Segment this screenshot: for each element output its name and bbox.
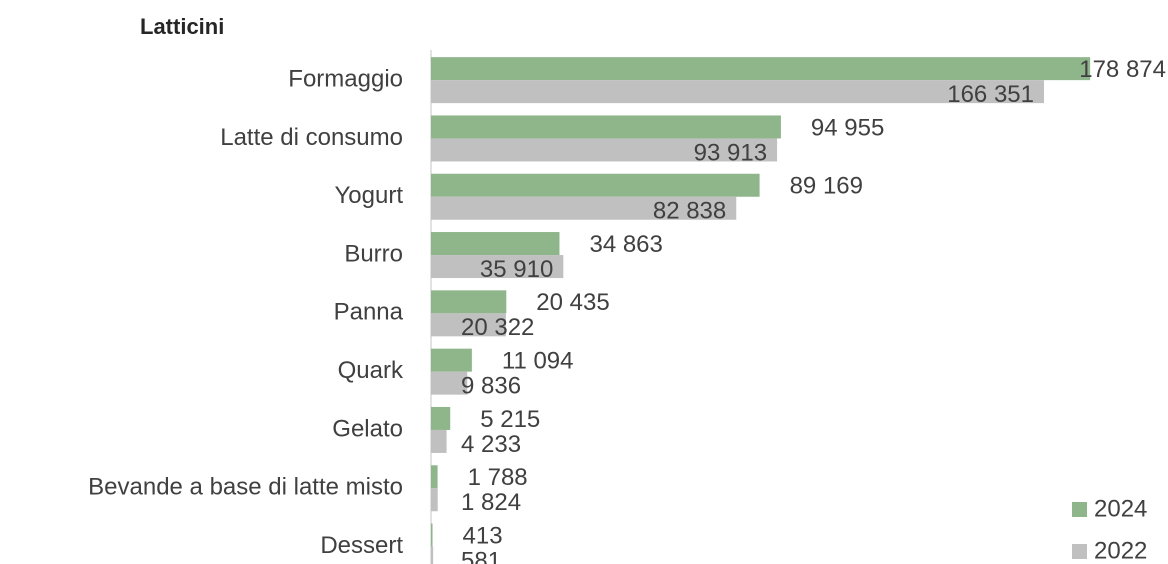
data-label: 35 910 (480, 256, 553, 283)
bar (431, 523, 433, 547)
data-label: 4 233 (461, 431, 521, 458)
bar (431, 313, 506, 337)
y-tick-label: Dessert (320, 532, 403, 559)
data-label: 34 863 (589, 231, 662, 258)
y-tick-label: Latte di consumo (220, 124, 403, 151)
y-tick-label: Panna (334, 299, 404, 326)
legend-label: 2024 (1094, 495, 1147, 522)
data-label: 82 838 (653, 198, 726, 225)
y-tick-label: Yogurt (334, 182, 403, 209)
bar (431, 465, 438, 489)
data-label: 94 955 (811, 114, 884, 141)
legend-swatch (1072, 544, 1087, 559)
bar (431, 429, 447, 453)
data-label: 413 (463, 522, 503, 549)
bar (431, 406, 451, 430)
bar (431, 348, 472, 372)
y-tick-label: Formaggio (288, 65, 403, 92)
data-label: 89 169 (790, 173, 863, 200)
data-label: 11 094 (502, 347, 574, 374)
bar (431, 290, 507, 314)
bar (431, 255, 564, 279)
data-label: 5 215 (480, 406, 540, 433)
data-label: 581 (461, 547, 501, 564)
data-label: 166 351 (947, 81, 1034, 108)
data-label: 20 322 (461, 314, 534, 341)
y-tick-label: Bevande a base di latte misto (88, 474, 403, 501)
y-tick-label: Burro (344, 240, 403, 267)
data-label: 178 874 (1079, 56, 1166, 83)
bar (431, 488, 438, 512)
data-label: 20 435 (536, 289, 609, 316)
legend-label: 2022 (1094, 537, 1147, 564)
data-label: 1 824 (461, 489, 521, 516)
data-label: 93 913 (694, 139, 767, 166)
bar (431, 196, 737, 220)
data-label: 1 788 (468, 464, 528, 491)
bar (431, 546, 434, 564)
bar (431, 115, 781, 139)
bar (431, 138, 778, 162)
bar (431, 173, 760, 197)
bar (431, 232, 560, 256)
chart-title: Latticini (140, 14, 224, 39)
bar (431, 371, 468, 395)
data-label: 9 836 (461, 372, 521, 399)
y-tick-label: Quark (338, 357, 404, 384)
bar (431, 80, 1045, 104)
bar (431, 57, 1091, 81)
legend-swatch (1072, 502, 1087, 517)
y-tick-label: Gelato (332, 415, 403, 442)
